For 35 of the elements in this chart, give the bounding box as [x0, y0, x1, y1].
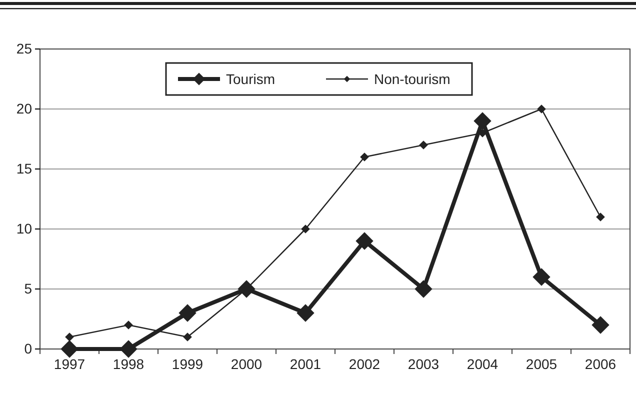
x-tick-label: 1999: [172, 356, 204, 372]
point: [120, 340, 138, 358]
point: [592, 316, 610, 334]
x-tick-label: 2004: [466, 356, 498, 372]
point: [414, 280, 432, 298]
y-tick-label: 15: [16, 160, 32, 176]
y-tick-label: 20: [16, 100, 32, 116]
point: [60, 340, 78, 358]
point: [537, 104, 546, 114]
y-tick-label: 5: [24, 280, 32, 296]
point: [124, 320, 133, 330]
x-tick-label: 2000: [230, 356, 262, 372]
point: [360, 152, 369, 162]
point: [296, 304, 314, 322]
point: [65, 332, 74, 342]
y-tick-label: 10: [16, 220, 32, 236]
x-tick-label: 2003: [408, 356, 440, 372]
legend-label: Tourism: [226, 71, 276, 87]
point: [596, 212, 605, 222]
point: [474, 112, 492, 130]
y-tick-label: 25: [16, 40, 32, 56]
x-tick-label: 1998: [112, 356, 144, 372]
point: [532, 268, 550, 286]
point: [183, 332, 192, 342]
point: [301, 224, 310, 234]
point: [178, 304, 196, 322]
point: [356, 232, 374, 250]
x-tick-label: 2002: [348, 356, 380, 372]
y-tick-label: 0: [24, 340, 32, 356]
legend-label: Non-tourism: [374, 71, 450, 87]
x-tick-label: 2006: [584, 356, 616, 372]
x-tick-label: 2001: [290, 356, 322, 372]
point: [419, 140, 428, 150]
x-tick-label: 1997: [54, 356, 86, 372]
x-tick-label: 2005: [526, 356, 558, 372]
